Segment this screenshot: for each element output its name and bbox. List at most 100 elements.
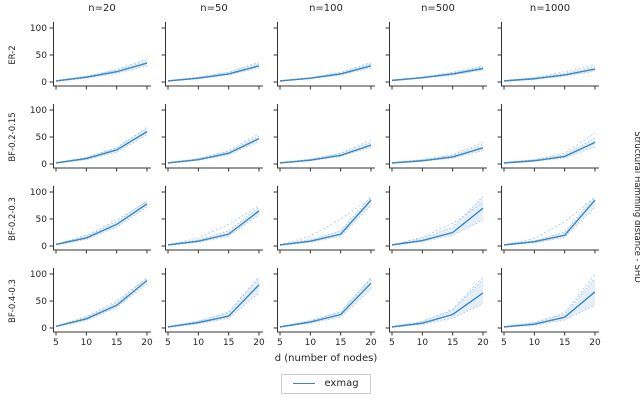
y-tick-label: 100 <box>30 270 47 280</box>
band-lower-edge <box>55 65 148 82</box>
panel-ER-2-n=20: 0 50 100 <box>30 20 151 90</box>
band-lower-edge <box>279 205 372 246</box>
band-lower-edge <box>167 214 260 246</box>
band-upper-edge <box>167 206 260 245</box>
mean-line-exmag <box>55 279 148 328</box>
panel-BF-0.2-0.15-n=20: 0 50 100 <box>30 102 151 172</box>
x-tick-label: 20 <box>477 338 489 348</box>
mean-line-exmag <box>279 65 372 82</box>
band-upper-edge <box>279 142 372 163</box>
x-tick-label: 5 <box>53 338 59 348</box>
mean-line-exmag <box>279 144 372 164</box>
y-tick-label: 0 <box>41 324 47 334</box>
y-tick-label: 100 <box>30 106 47 116</box>
reference-dotted-line <box>391 65 484 81</box>
row-label-ER-2: ER-2 <box>8 45 18 65</box>
panel-ER-2-n=500 <box>385 20 487 90</box>
x-tick-label: 15 <box>447 338 458 348</box>
reference-dotted-line <box>55 58 148 82</box>
x-tick-label: 15 <box>223 338 234 348</box>
line-chart <box>273 104 375 172</box>
mean-line-exmag <box>167 65 260 82</box>
band-upper-edge <box>391 196 484 245</box>
line-chart <box>273 186 375 254</box>
mean-line-exmag <box>391 207 484 246</box>
mean-line-exmag <box>503 199 596 246</box>
band-lower-edge <box>279 288 372 328</box>
reference-dotted-line <box>167 276 260 328</box>
confidence-band <box>56 60 147 82</box>
panel-BF-0.2-0.3-n=500 <box>385 184 487 254</box>
x-tick-label: 5 <box>501 338 507 348</box>
confidence-band <box>504 278 595 328</box>
legend-line-swatch <box>293 383 316 384</box>
band-upper-edge <box>391 279 484 327</box>
confidence-band <box>392 279 483 328</box>
panel-ER-2-n=50 <box>161 20 263 90</box>
band-upper-edge <box>167 63 260 81</box>
x-tick-label: 5 <box>389 338 395 348</box>
mean-line-exmag <box>391 67 484 82</box>
line-chart <box>497 22 599 90</box>
panel-BF-0.4-0.3-n=20: 0 50 100 5 10 15 20 <box>30 266 153 348</box>
band-upper-edge <box>279 63 372 81</box>
mean-line-exmag <box>167 137 260 164</box>
x-tick-label: 10 <box>529 338 541 348</box>
panel-BF-0.2-0.15-n=100 <box>273 102 375 172</box>
line-chart <box>385 186 487 254</box>
panel-BF-0.2-0.15-n=50 <box>161 102 263 172</box>
panel-BF-0.2-0.15-n=1000 <box>497 102 599 172</box>
panel-BF-0.2-0.3-n=20: 0 50 100 <box>30 184 151 254</box>
x-tick-label: 20 <box>141 338 153 348</box>
mean-line-exmag <box>55 62 148 82</box>
x-axis-label: d (number of nodes) <box>274 353 378 364</box>
confidence-band <box>168 135 259 164</box>
line-chart: 5 10 15 20 <box>385 268 489 348</box>
line-chart <box>273 22 375 90</box>
band-upper-edge <box>391 144 484 163</box>
y-tick-label: 0 <box>41 242 47 252</box>
panel-BF-0.2-0.3-n=50 <box>161 184 263 254</box>
line-chart: 0 50 100 <box>30 186 151 254</box>
row-label-BF-0.4-0.3: BF-0.4-0.3 <box>8 279 18 323</box>
band-lower-edge <box>391 219 484 246</box>
line-chart: 5 10 15 20 <box>273 268 377 348</box>
x-tick-label: 15 <box>335 338 346 348</box>
band-lower-edge <box>167 292 260 328</box>
confidence-band <box>392 196 483 246</box>
panel-BF-0.4-0.3-n=100: 5 10 15 20 <box>273 266 377 348</box>
y-tick-label: 0 <box>41 78 47 88</box>
mean-line-exmag <box>503 291 596 328</box>
legend-series-label: exmag <box>324 378 359 389</box>
line-chart: 0 50 100 <box>30 22 151 90</box>
line-chart <box>497 104 599 172</box>
confidence-band <box>56 200 147 245</box>
x-tick-label: 5 <box>165 338 171 348</box>
confidence-band <box>56 128 147 164</box>
y-tick-label: 50 <box>36 51 48 61</box>
mean-line-exmag <box>167 210 260 246</box>
y-tick-label: 50 <box>36 215 48 225</box>
x-tick-label: 10 <box>81 338 93 348</box>
band-upper-edge <box>503 137 596 163</box>
mean-line-exmag <box>55 131 148 164</box>
x-tick-label: 10 <box>193 338 205 348</box>
band-upper-edge <box>167 135 260 163</box>
line-chart: 5 10 15 20 <box>161 268 265 348</box>
panel-BF-0.4-0.3-n=500: 5 10 15 20 <box>385 266 489 348</box>
mean-line-exmag <box>391 147 484 164</box>
line-chart <box>161 22 263 90</box>
line-chart: 0 50 100 5 10 15 20 <box>30 268 153 348</box>
mean-line-exmag <box>167 284 260 328</box>
panel-BF-0.2-0.3-n=100 <box>273 184 375 254</box>
legend: exmag <box>53 374 599 394</box>
band-upper-edge <box>55 60 148 81</box>
band-lower-edge <box>391 303 484 328</box>
line-chart <box>385 104 487 172</box>
reference-dotted-line <box>55 277 148 327</box>
column-header-n=50: n=50 <box>200 3 228 14</box>
mean-line-exmag <box>279 199 372 246</box>
y-axis-right-label: Structural Hamming distance - SHD <box>632 131 640 283</box>
panel-BF-0.4-0.3-n=50: 5 10 15 20 <box>161 266 265 348</box>
x-tick-label: 5 <box>277 338 283 348</box>
